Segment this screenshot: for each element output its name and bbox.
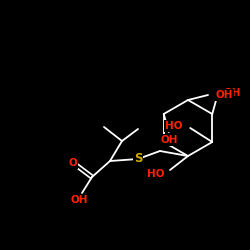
- Text: O: O: [68, 158, 78, 168]
- Text: OH: OH: [216, 90, 234, 100]
- Text: OH: OH: [160, 135, 178, 145]
- Text: OH: OH: [70, 195, 88, 205]
- Text: OH: OH: [223, 88, 241, 98]
- Text: HO: HO: [165, 121, 182, 131]
- Text: S: S: [134, 152, 142, 166]
- Text: O: O: [160, 137, 168, 147]
- Text: HO: HO: [146, 169, 164, 179]
